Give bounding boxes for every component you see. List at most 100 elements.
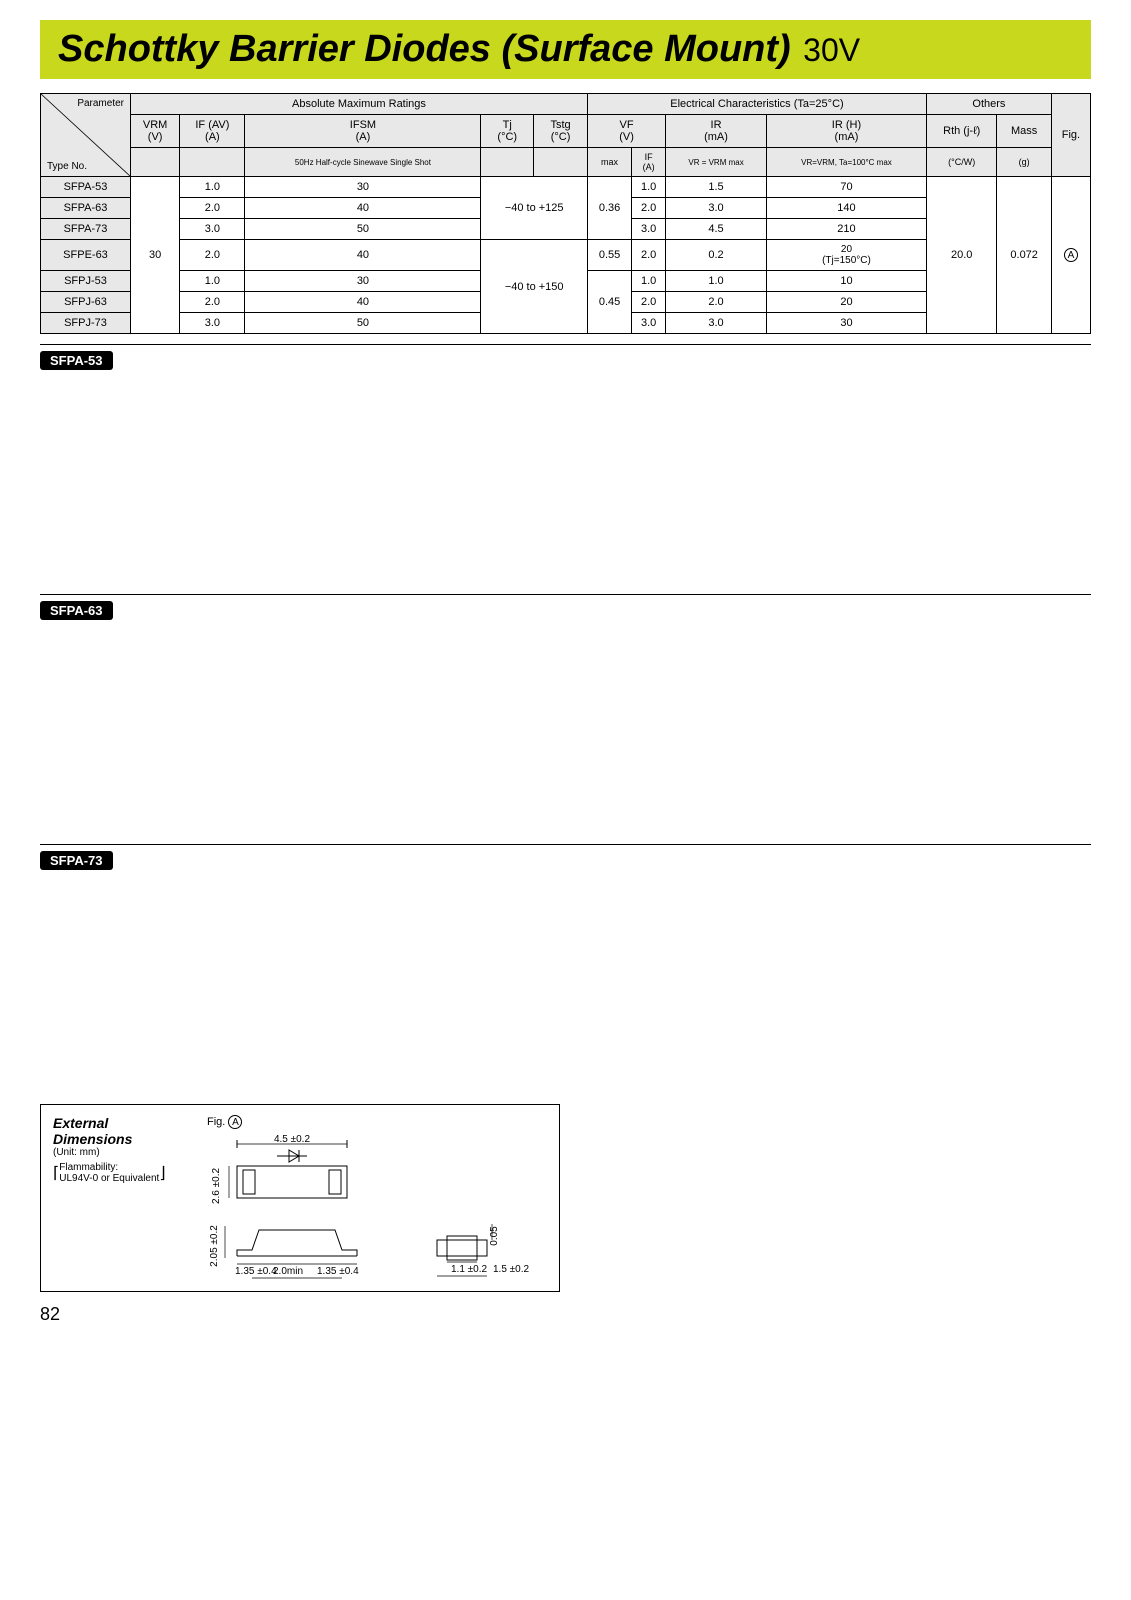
cell-if: 3.0 [632,219,666,240]
section-block: SFPA-53 [40,344,1091,584]
section-label: SFPA-73 [40,851,113,870]
hdr-vf: VF(V) [587,115,665,148]
dimensions-box: External Dimensions (Unit: mm) ⌈ Flammab… [40,1104,560,1292]
hdr-rth: Rth (j-ℓ) [926,115,997,148]
cell-irh: 20 [766,292,926,313]
hdr-abs-group: Absolute Maximum Ratings [131,94,588,115]
svg-text:1.5 ±0.2: 1.5 ±0.2 [493,1264,530,1275]
cell-if: 2.0 [632,198,666,219]
cell-ifsm: 50 [245,313,481,334]
cell-irh: 10 [766,271,926,292]
hdr-rth-u: (°C/W) [926,148,997,177]
cell-ir: 1.5 [666,177,767,198]
svg-text:2.0min: 2.0min [273,1266,303,1277]
cell-ifav: 1.0 [180,271,245,292]
footer-title: External Dimensions [53,1115,191,1147]
cell-type: SFPA-73 [41,219,131,240]
spec-table: Parameter Type No. Absolute Maximum Rati… [40,93,1091,334]
cell-ir: 3.0 [666,198,767,219]
hdr-vrm: VRM(V) [131,115,180,148]
cell-ifsm: 40 [245,292,481,313]
dimension-drawing: 4.5 ±0.2 2.6 ±0.2 2.05 ±0. [207,1131,547,1281]
hdr-ifsm: IFSM(A) [245,115,481,148]
cell-ifsm: 40 [245,198,481,219]
cell-ifsm: 30 [245,177,481,198]
hdr-others-group: Others [926,94,1051,115]
cell-ir: 3.0 [666,313,767,334]
svg-text:5.1 +0.4 −0.1: 5.1 +0.4 −0.1 [281,1280,340,1281]
hdr-ir-sub: VR = VRM max [666,148,767,177]
section-block: SFPA-73 [40,844,1091,1084]
cell-ifav: 3.0 [180,313,245,334]
fig-letter: A [228,1115,242,1129]
svg-text:2.6 ±0.2: 2.6 ±0.2 [211,1168,222,1205]
cell-type: SFPA-53 [41,177,131,198]
hdr-irh: IR (H)(mA) [766,115,926,148]
cell-ir: 2.0 [666,292,767,313]
svg-text:1.35 ±0.4: 1.35 ±0.4 [235,1266,277,1277]
section-label: SFPA-63 [40,601,113,620]
cell-type: SFPJ-63 [41,292,131,313]
hdr-ifav: IF (AV)(A) [180,115,245,148]
page-number: 82 [40,1304,1091,1325]
cell-type: SFPJ-73 [41,313,131,334]
cell-vfmax-b: 0.55 [587,240,631,271]
cell-ifav: 2.0 [180,240,245,271]
fig-label: Fig. [207,1116,225,1128]
cell-ifav: 3.0 [180,219,245,240]
cell-mass: 0.072 [997,177,1051,334]
cell-trange-b: −40 to +150 [481,240,588,334]
cell-if: 2.0 [632,292,666,313]
cell-irh: 70 [766,177,926,198]
cell-irh: 20 (Tj=150°C) [766,240,926,271]
flammability-line2: UL94V-0 or Equivalent [59,1173,159,1184]
cell-vfmax-c: 0.45 [587,271,631,334]
banner-main: Schottky Barrier Diodes (Surface Mount) [58,28,791,70]
cell-irh: 30 [766,313,926,334]
footer-unit: (Unit: mm) [53,1147,191,1158]
hdr-tj: Tj(°C) [481,115,534,148]
hdr-tstg: Tstg(°C) [534,115,588,148]
cell-type: SFPE-63 [41,240,131,271]
cell-if: 1.0 [632,271,666,292]
banner-sub: 30V [803,32,860,68]
flammability-line1: Flammability: [59,1162,118,1173]
hdr-mass: Mass [997,115,1051,148]
svg-text:1.35 ±0.4: 1.35 ±0.4 [317,1266,359,1277]
cell-if: 2.0 [632,240,666,271]
cell-ifsm: 30 [245,271,481,292]
cell-ifav: 2.0 [180,292,245,313]
cell-ifsm: 40 [245,240,481,271]
hdr-if: IF(A) [632,148,666,177]
hdr-ifsm-sub: 50Hz Half-cycle Sinewave Single Shot [245,148,481,177]
diagonal-header: Parameter Type No. [41,94,131,177]
section-label: SFPA-53 [40,351,113,370]
title-banner: Schottky Barrier Diodes (Surface Mount) … [40,20,1091,79]
section-block: SFPA-63 [40,594,1091,834]
cell-type: SFPA-63 [41,198,131,219]
hdr-fig: Fig. [1051,94,1090,177]
cell-ir: 1.0 [666,271,767,292]
hdr-typeno: Type No. [47,161,87,172]
hdr-parameter: Parameter [77,98,124,109]
cell-ifav: 1.0 [180,177,245,198]
cell-ifav: 2.0 [180,198,245,219]
cell-if: 1.0 [632,177,666,198]
cell-irh: 140 [766,198,926,219]
cell-vfmax-a: 0.36 [587,177,631,240]
cell-rth: 20.0 [926,177,997,334]
cell-trange-a: −40 to +125 [481,177,588,240]
cell-ifsm: 50 [245,219,481,240]
cell-fig: A [1051,177,1090,334]
cell-vrm: 30 [131,177,180,334]
cell-irh: 210 [766,219,926,240]
svg-text:0.05: 0.05 [489,1226,500,1246]
cell-ir: 0.2 [666,240,767,271]
cell-if: 3.0 [632,313,666,334]
hdr-elec-group: Electrical Characteristics (Ta=25°C) [587,94,926,115]
hdr-irh-sub: VR=VRM, Ta=100°C max [766,148,926,177]
hdr-vf-max: max [587,148,631,177]
hdr-mass-u: (g) [997,148,1051,177]
hdr-ir: IR(mA) [666,115,767,148]
svg-text:2.05 ±0.2: 2.05 ±0.2 [209,1225,220,1267]
